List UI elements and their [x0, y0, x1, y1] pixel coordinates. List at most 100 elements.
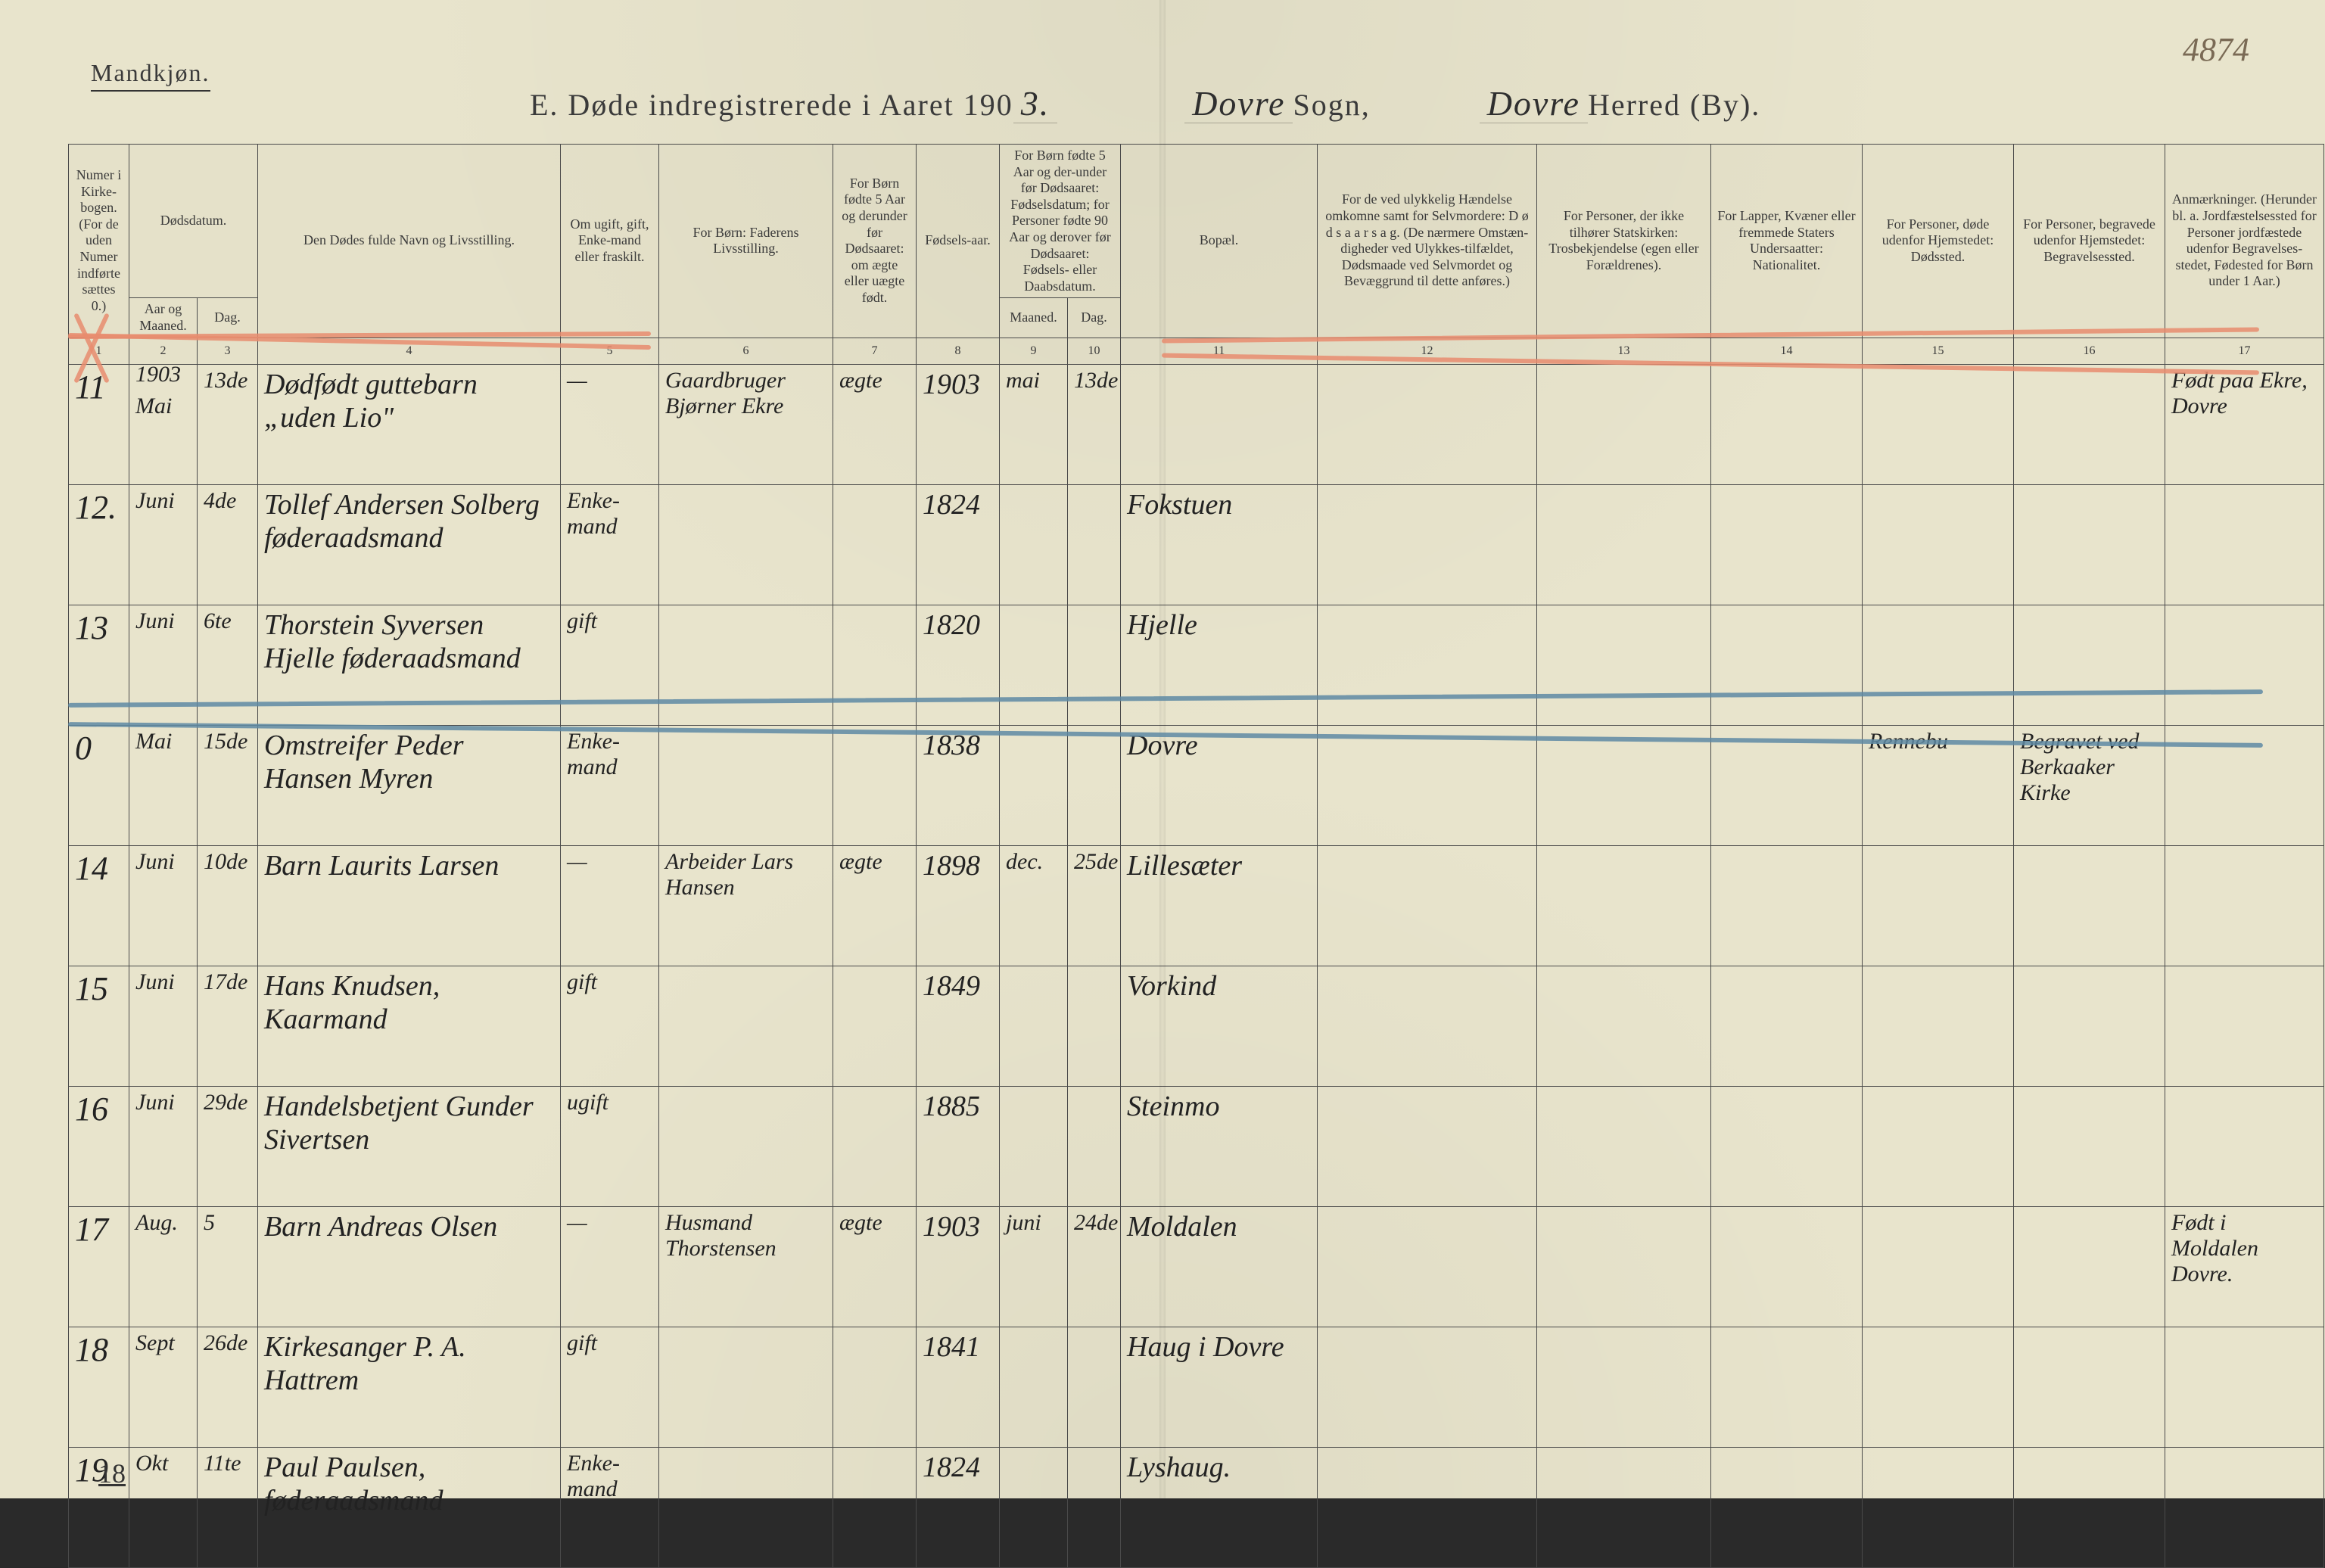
coln: 2 [129, 338, 198, 364]
cell-month: Aug. [129, 1206, 198, 1327]
cell-text: Hans Knudsen, Kaarmand [264, 970, 440, 1035]
cell-col16 [2014, 1327, 2165, 1447]
cell-text: Mai [135, 394, 172, 418]
cell-text: Enke-mand [567, 488, 620, 539]
cell-name: Thorstein Syversen Hjelle føderaadsmand [258, 605, 561, 725]
cell-text: 12. [75, 489, 117, 526]
cell-civil: gift [561, 605, 659, 725]
cell-text: 5 [204, 1210, 215, 1235]
cell-text: Barn Andreas Olsen [264, 1211, 497, 1243]
cell-text: Barn Laurits Larsen [264, 850, 499, 882]
cell-civil: Enke-mand [561, 484, 659, 605]
cell-text: 24de [1074, 1210, 1118, 1235]
cell-name: Handelsbetjent Gunder Sivertsen [258, 1086, 561, 1206]
h7: For Børn fødte 5 Aar og derunder før Død… [833, 145, 917, 338]
cell-father [659, 1447, 833, 1567]
cell-text: gift [567, 608, 597, 633]
cell-col15 [1863, 605, 2014, 725]
year-note: 1903 [135, 362, 191, 387]
cell-col14 [1711, 364, 1863, 484]
cell-col12 [1318, 364, 1537, 484]
cell-col15 [1863, 1206, 2014, 1327]
cell-col15 [1863, 484, 2014, 605]
coln: 17 [2165, 338, 2324, 364]
cell-text: 11 [75, 369, 106, 406]
ledger-table: Numer i Kirke-bogen. (For de uden Numer … [68, 144, 2324, 1568]
cell-text: 1820 [923, 609, 980, 641]
cell-col13 [1537, 1086, 1711, 1206]
cell-text: mai [1006, 368, 1040, 393]
cell-text: gift [567, 1330, 597, 1355]
cell-father [659, 1327, 833, 1447]
ledger-page: 4874 Mandkjøn. E. Døde indregistrerede i… [0, 0, 2325, 1498]
h2b: Dag. [198, 298, 258, 338]
cell-col12 [1318, 1206, 1537, 1327]
cell-father: Arbeider Lars Hansen [659, 845, 833, 966]
cell-bm [1000, 966, 1068, 1086]
h16: For Personer, begravede udenfor Hjemsted… [2014, 145, 2165, 338]
cell-civil: Enke-mand [561, 1447, 659, 1567]
cell-col16 [2014, 605, 2165, 725]
cell-num: 16 [69, 1086, 129, 1206]
table-row: 0Mai15deOmstreifer Peder Hansen MyrenEnk… [69, 725, 2324, 845]
cell-month: 1903 Mai [129, 364, 198, 484]
cell-legit [833, 484, 917, 605]
cell-col13 [1537, 484, 1711, 605]
cell-col13 [1537, 364, 1711, 484]
cell-col14 [1711, 1447, 1863, 1567]
cell-text: 14 [75, 850, 108, 887]
cell-text: Okt [135, 1451, 168, 1476]
herred-hand: Dovre [1480, 84, 1588, 123]
cell-father [659, 484, 833, 605]
cell-text: 11te [204, 1451, 241, 1476]
table-row: 14Juni10deBarn Laurits Larsen—Arbeider L… [69, 845, 2324, 966]
cell-year: 1824 [917, 1447, 1000, 1567]
colnum-row: 1 2 3 4 5 6 7 8 9 10 11 12 13 14 15 16 1 [69, 338, 2324, 364]
cell-month: Juni [129, 966, 198, 1086]
coln: 13 [1537, 338, 1711, 364]
cell-name: Dødfødt guttebarn „uden Lio" [258, 364, 561, 484]
cell-year: 1898 [917, 845, 1000, 966]
cell-legit [833, 605, 917, 725]
table-row: 19Okt11tePaul Paulsen, føderaadsmandEnke… [69, 1447, 2324, 1567]
cell-bd [1068, 1327, 1121, 1447]
cell-col14 [1711, 484, 1863, 605]
cell-bopael: Dovre [1121, 725, 1318, 845]
cell-day: 10de [198, 845, 258, 966]
cell-col16 [2014, 845, 2165, 966]
cell-month: Juni [129, 484, 198, 605]
cell-col14 [1711, 966, 1863, 1086]
herred-printed: Herred (By). [1588, 87, 1760, 123]
cell-bopael: Lillesæter [1121, 845, 1318, 966]
cell-text: Enke-mand [567, 1451, 620, 1501]
cell-day: 6te [198, 605, 258, 725]
h17: Anmærkninger. (Herunder bl. a. Jordfæste… [2165, 145, 2324, 338]
coln: 5 [561, 338, 659, 364]
cell-text: Haug i Dovre [1127, 1331, 1284, 1363]
cell-day: 26de [198, 1327, 258, 1447]
cell-col16: Begravet ved Berkaaker Kirke [2014, 725, 2165, 845]
cell-text: Husmand Thorstensen [665, 1210, 777, 1261]
h12: For de ved ulykkelig Hændelse omkomne sa… [1318, 145, 1537, 338]
cell-name: Hans Knudsen, Kaarmand [258, 966, 561, 1086]
cell-bd [1068, 966, 1121, 1086]
cell-text: Juni [135, 608, 175, 633]
table-head: Numer i Kirke-bogen. (For de uden Numer … [69, 145, 2324, 365]
cell-col16 [2014, 484, 2165, 605]
cell-month: Okt [129, 1447, 198, 1567]
cell-text: ægte [839, 368, 882, 393]
cell-civil: Enke-mand [561, 725, 659, 845]
cell-bm [1000, 725, 1068, 845]
cell-text: Juni [135, 849, 175, 874]
cell-col14 [1711, 605, 1863, 725]
cell-father [659, 1086, 833, 1206]
cell-num: 14 [69, 845, 129, 966]
h9: For Børn fødte 5 Aar og der-under før Dø… [1000, 145, 1121, 298]
coln: 1 [69, 338, 129, 364]
cell-month: Mai [129, 725, 198, 845]
cell-col15 [1863, 845, 2014, 966]
cell-num: 0 [69, 725, 129, 845]
coln: 10 [1068, 338, 1121, 364]
cell-text: 1849 [923, 970, 980, 1002]
cell-text: 1903 [923, 369, 980, 400]
